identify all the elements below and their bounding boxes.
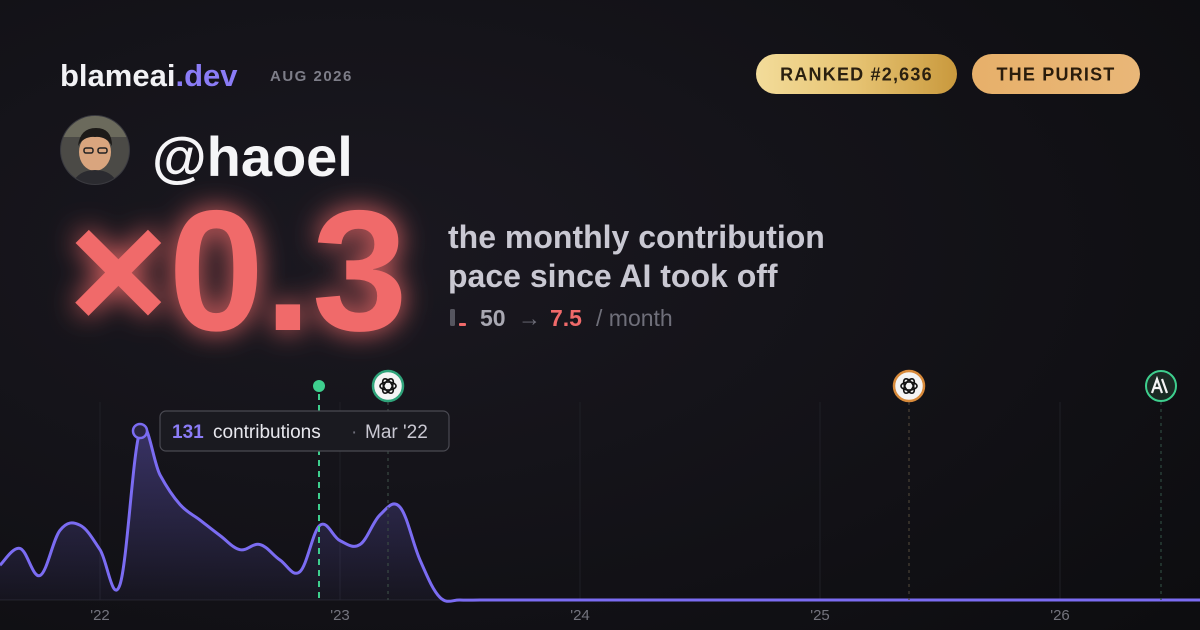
after-rate: 7.5: [550, 305, 582, 331]
handle: @haoel: [152, 125, 353, 188]
date: AUG 2026: [270, 68, 353, 85]
tooltip-value: 131: [172, 422, 204, 443]
event-dot: [313, 380, 325, 392]
chart: '22 '23 '24 '25 '26: [0, 402, 1200, 624]
rate-unit: / month: [596, 305, 673, 331]
rank-badge: [756, 54, 957, 94]
openai-icon: [371, 369, 405, 403]
description-line: pace since AI took off: [448, 258, 778, 294]
pace-icon: [459, 323, 466, 326]
x-tick-label: '22: [90, 607, 110, 624]
tooltip: 131 contributions · Mar '22: [159, 410, 450, 452]
pace-icon: [450, 309, 455, 326]
x-tick-label: '26: [1050, 607, 1070, 624]
x-tick-label: '25: [810, 607, 830, 624]
multiplier: ×0.3: [68, 175, 408, 367]
openai-icon: [892, 369, 926, 403]
brand: blameai.dev: [60, 58, 238, 93]
type-badge: [972, 54, 1140, 94]
before-rate: 50: [480, 305, 506, 331]
tooltip-date: Mar '22: [365, 422, 428, 443]
tooltip-label: contributions: [213, 422, 321, 443]
description-line: the monthly contribution: [448, 219, 825, 255]
x-tick-label: '23: [330, 607, 350, 624]
arrow: →: [518, 305, 541, 331]
peak-marker: [131, 422, 149, 440]
brand-tld: .dev: [175, 58, 238, 93]
rank-badge-text: RANKED #2,636: [780, 65, 933, 85]
line: [0, 425, 1200, 603]
avatar: [60, 115, 130, 185]
tooltip-separator: ·: [351, 422, 357, 443]
brand-name: blameai: [60, 58, 175, 93]
anthropic-icon: [1145, 370, 1177, 402]
x-tick-label: '24: [570, 607, 590, 624]
type-badge-text: THE PURIST: [996, 65, 1115, 85]
